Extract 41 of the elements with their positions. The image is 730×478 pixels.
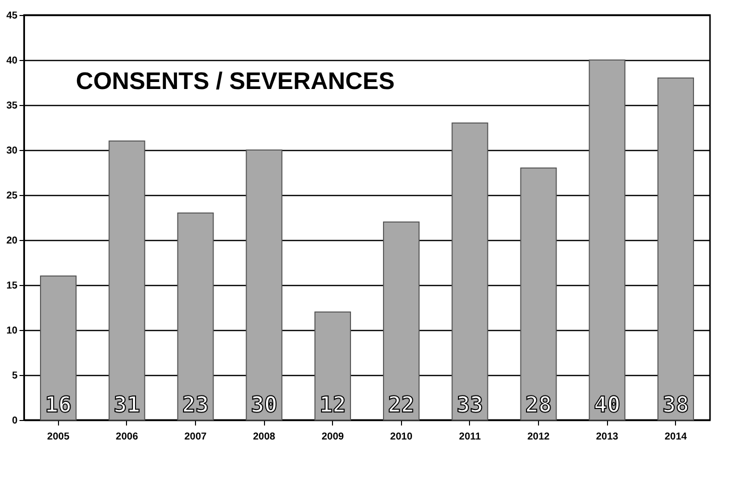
data-label: 28 xyxy=(525,393,552,418)
x-tick-label: 2006 xyxy=(116,432,138,442)
data-label: 23 xyxy=(182,393,209,418)
bar xyxy=(314,312,351,420)
bar xyxy=(246,150,282,420)
data-label: 33 xyxy=(456,393,484,418)
x-tick-label: 2014 xyxy=(664,432,688,442)
data-label: 40 xyxy=(594,393,620,418)
x-tick-label: 2007 xyxy=(184,432,208,442)
y-tick-label: 25 xyxy=(6,190,18,202)
data-label: 30 xyxy=(250,393,278,418)
bar xyxy=(383,222,420,420)
y-tick-label: 45 xyxy=(6,10,18,22)
data-label: 31 xyxy=(114,393,140,418)
text: CONSENTS / SEVERANCES xyxy=(76,68,395,95)
bar xyxy=(108,140,146,420)
data-label: 38 xyxy=(662,393,689,418)
bar xyxy=(40,276,77,420)
x-tick-label: 2009 xyxy=(322,432,344,442)
y-tick-label: 0 xyxy=(12,416,18,426)
bar xyxy=(177,212,214,420)
y-tick-label: 40 xyxy=(6,56,18,66)
data-label: 22 xyxy=(388,393,415,418)
data-label: 12 xyxy=(319,393,346,418)
y-tick-label: 10 xyxy=(6,326,18,336)
x-tick-label: 2011 xyxy=(459,432,482,442)
y-tick-label: 15 xyxy=(6,280,18,292)
x-tick-label: 2005 xyxy=(47,432,70,442)
y-tick-label: 35 xyxy=(6,100,18,112)
x-tick-label: 2013 xyxy=(596,432,619,442)
y-tick-label: 30 xyxy=(6,146,18,156)
data-label: 16 xyxy=(45,393,72,418)
x-tick-label: 2008 xyxy=(252,432,276,442)
bar xyxy=(588,60,626,420)
bar xyxy=(657,78,694,420)
bar xyxy=(452,122,488,420)
y-tick-label: 5 xyxy=(12,370,18,382)
x-tick-label: 2012 xyxy=(527,432,550,442)
x-tick-label: 2010 xyxy=(390,432,413,442)
bar xyxy=(520,168,557,420)
y-tick-label: 20 xyxy=(6,236,18,246)
